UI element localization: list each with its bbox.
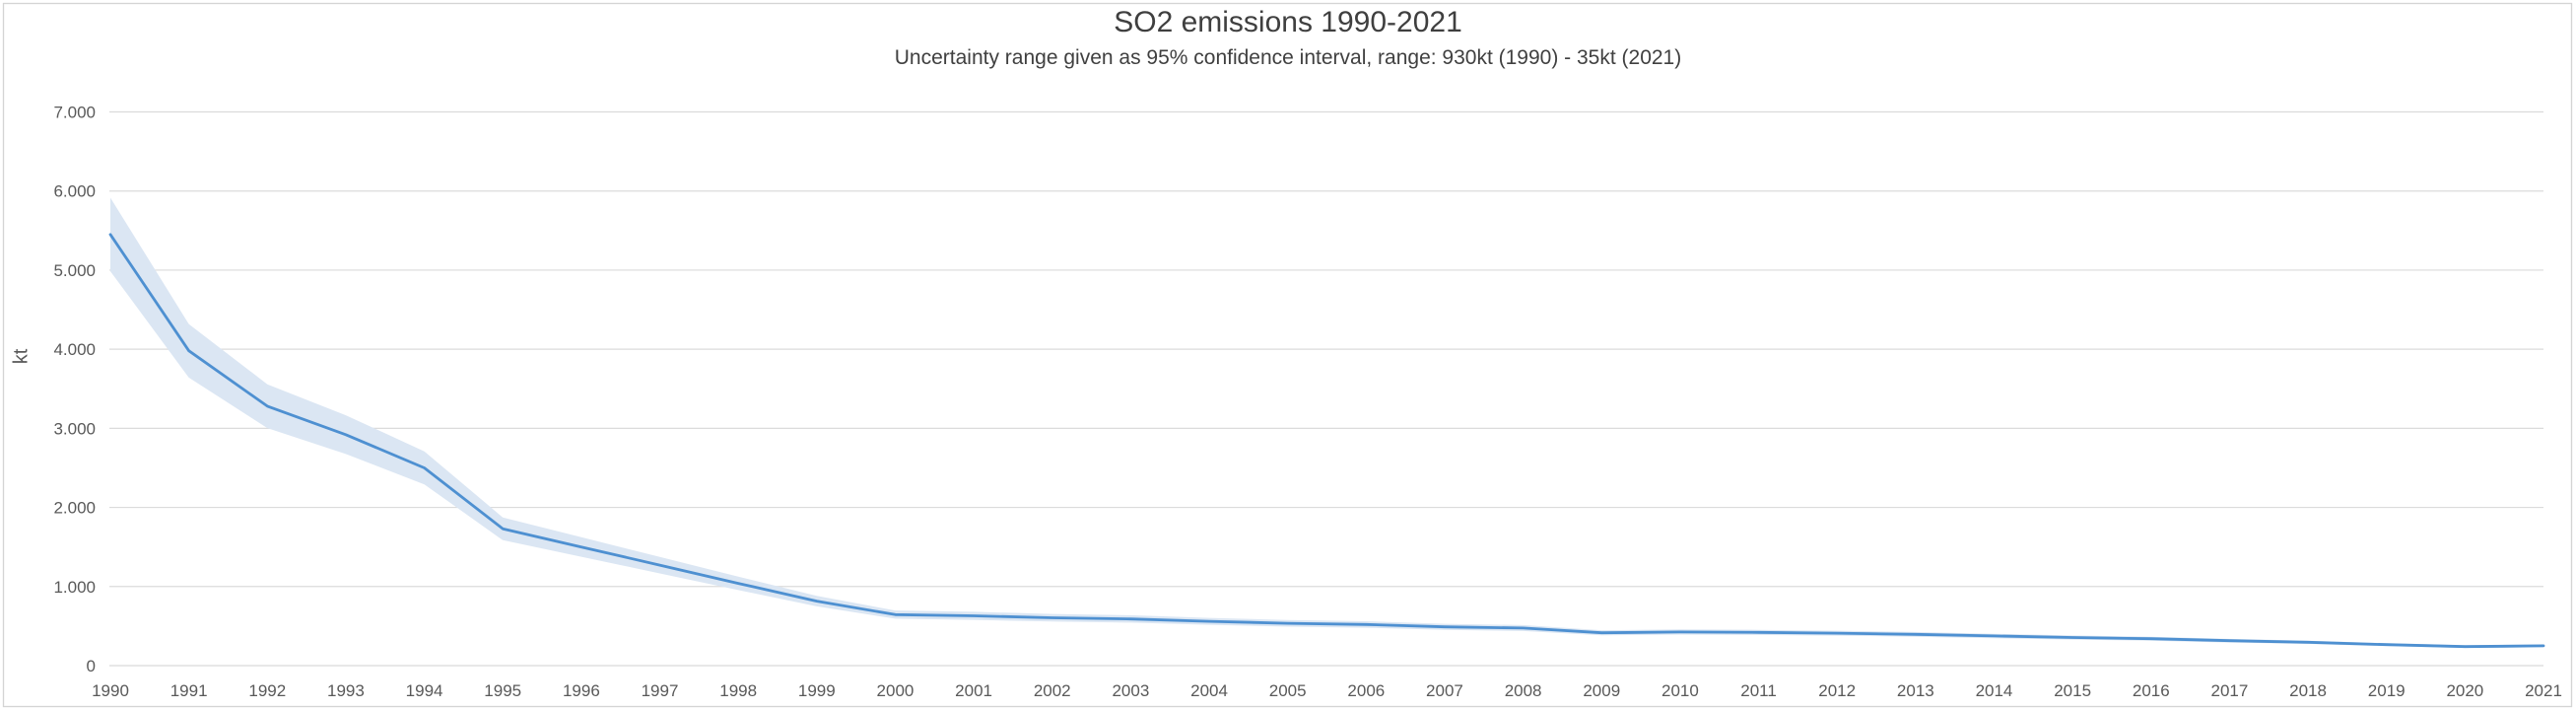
y-tick-label: 7.000 [53,104,96,122]
x-tick-label: 2017 [2211,681,2249,700]
x-tick-label: 2019 [2368,681,2406,700]
y-tick-label: 6.000 [53,182,96,201]
x-tick-label: 1997 [642,681,679,700]
x-tick-label: 2007 [1426,681,1463,700]
x-tick-label: 1995 [484,681,521,700]
y-tick-label: 4.000 [53,340,96,359]
chart-title: SO2 emissions 1990-2021 [1114,6,1462,38]
x-tick-label: 2003 [1112,681,1149,700]
x-tick-label: 2004 [1190,681,1228,700]
x-tick-label: 1992 [248,681,286,700]
y-tick-label: 0 [87,657,96,675]
x-tick-label: 2000 [877,681,915,700]
x-tick-label: 1990 [92,681,129,700]
y-axis-title: kt [10,348,33,365]
x-tick-label: 2015 [2054,681,2091,700]
x-tick-label: 2009 [1583,681,1620,700]
x-tick-label: 2001 [955,681,992,700]
x-tick-label: 1991 [170,681,208,700]
x-tick-label: 2013 [1897,681,1934,700]
x-tick-label: 2006 [1347,681,1385,700]
y-tick-label: 3.000 [53,419,96,438]
x-tick-label: 1999 [798,681,836,700]
x-tick-label: 2014 [1976,681,2013,700]
x-tick-label: 2010 [1661,681,1699,700]
x-tick-label: 2002 [1034,681,1071,700]
y-tick-label: 5.000 [53,261,96,280]
y-tick-label: 1.000 [53,578,96,597]
y-tick-label: 2.000 [53,499,96,518]
x-tick-label: 2012 [1818,681,1856,700]
x-tick-label: 2016 [2133,681,2170,700]
x-tick-label: 2018 [2289,681,2327,700]
x-tick-label: 1993 [327,681,365,700]
x-tick-label: 2020 [2446,681,2483,700]
emissions-line [108,233,2545,649]
x-tick-label: 2021 [2525,681,2562,700]
chart-subtitle: Uncertainty range given as 95% confidenc… [894,46,1682,69]
x-tick-label: 1996 [563,681,600,700]
confidence-band [110,197,2543,649]
x-tick-label: 2005 [1269,681,1307,700]
x-tick-label: 1994 [406,681,443,700]
x-tick-label: 1998 [719,681,757,700]
x-tick-label: 2008 [1505,681,1542,700]
x-tick-label: 2011 [1740,681,1777,700]
